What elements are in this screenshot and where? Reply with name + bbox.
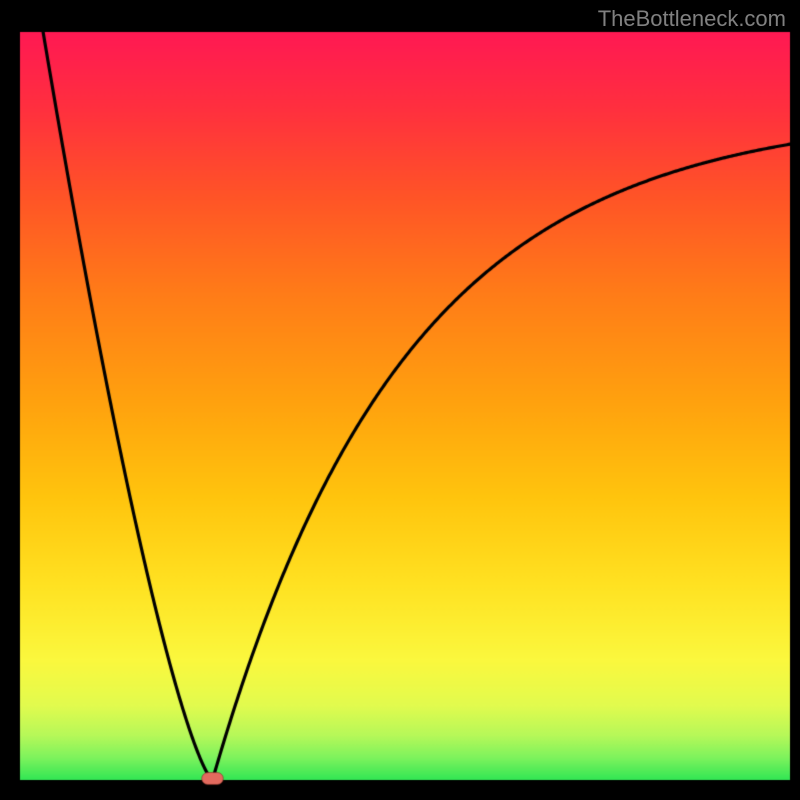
chart-container: TheBottleneck.com	[0, 0, 800, 800]
watermark-text: TheBottleneck.com	[598, 6, 786, 32]
bottleneck-chart-canvas	[0, 0, 800, 800]
